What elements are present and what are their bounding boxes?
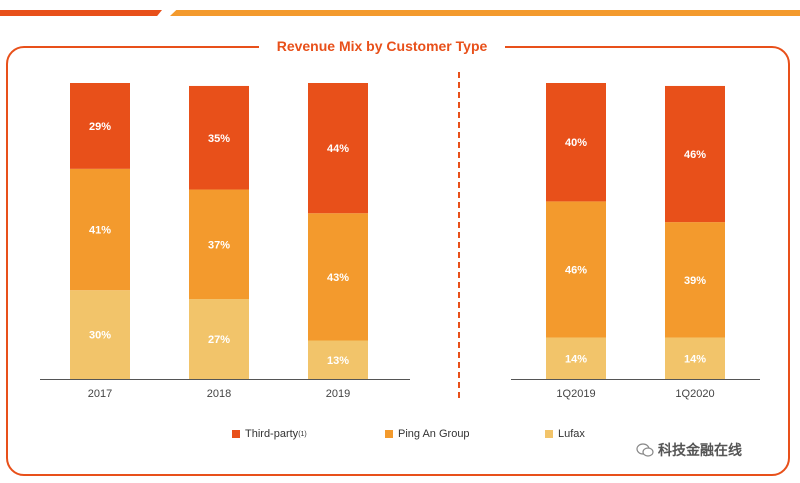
bar-segment-third-party bbox=[546, 83, 606, 202]
legend-label-lufax: Lufax bbox=[558, 428, 585, 440]
bar-segment-ping-an-group bbox=[189, 189, 249, 300]
watermark-text: 科技金融在线 bbox=[658, 442, 742, 458]
legend-swatch-third-party bbox=[232, 430, 240, 438]
data-label: 13% bbox=[327, 355, 349, 367]
bar-segment-ping-an-group bbox=[308, 213, 368, 341]
legend-item-third-party: Third-party (1) bbox=[232, 426, 307, 442]
x-tick-label: 2018 bbox=[207, 388, 231, 400]
data-label: 39% bbox=[684, 275, 706, 287]
data-label: 46% bbox=[565, 264, 587, 276]
data-label: 14% bbox=[684, 353, 706, 365]
bar-segment-lufax bbox=[189, 299, 249, 379]
legend-swatch-ping-an bbox=[385, 430, 393, 438]
chat-bubble-icon bbox=[636, 443, 654, 457]
legend-footnote-marker: (1) bbox=[298, 430, 307, 438]
bar-segment-third-party bbox=[308, 83, 368, 214]
x-tick-label: 2019 bbox=[326, 388, 350, 400]
bar-segment-third-party bbox=[665, 85, 725, 223]
x-tick-label: 1Q2020 bbox=[675, 388, 714, 400]
chart-title: Revenue Mix by Customer Type bbox=[259, 34, 505, 58]
bar-segment-third-party bbox=[70, 83, 130, 169]
bar-segment-lufax bbox=[308, 340, 368, 379]
legend-item-ping-an: Ping An Group bbox=[385, 426, 470, 442]
bar-segment-ping-an-group bbox=[546, 201, 606, 338]
data-label: 14% bbox=[565, 353, 587, 365]
legend-label-third-party: Third-party bbox=[245, 428, 299, 440]
bar-segment-third-party bbox=[189, 85, 249, 190]
legend-label-ping-an: Ping An Group bbox=[398, 428, 470, 440]
data-label: 30% bbox=[89, 330, 111, 342]
x-tick-label: 1Q2019 bbox=[556, 388, 595, 400]
data-label: 44% bbox=[327, 143, 349, 155]
bar-segment-ping-an-group bbox=[70, 168, 130, 291]
bar-segment-ping-an-group bbox=[665, 222, 725, 338]
bar-segment-lufax bbox=[70, 290, 130, 379]
data-label: 29% bbox=[89, 121, 111, 133]
data-label: 41% bbox=[89, 225, 111, 237]
bar-segment-lufax bbox=[665, 337, 725, 379]
legend-swatch-lufax bbox=[545, 430, 553, 438]
data-label: 27% bbox=[208, 334, 230, 346]
data-label: 40% bbox=[565, 137, 587, 149]
watermark: 科技金融在线 bbox=[636, 440, 742, 460]
top-accent-bar-left bbox=[0, 10, 162, 16]
data-label: 43% bbox=[327, 272, 349, 284]
top-accent-bar-right bbox=[170, 10, 800, 16]
data-label: 37% bbox=[208, 239, 230, 251]
panel-divider bbox=[458, 72, 460, 398]
x-tick-label: 2017 bbox=[88, 388, 112, 400]
bar-segment-lufax bbox=[546, 337, 606, 379]
data-label: 35% bbox=[208, 133, 230, 145]
data-label: 46% bbox=[684, 149, 706, 161]
legend-item-lufax: Lufax bbox=[545, 426, 585, 442]
